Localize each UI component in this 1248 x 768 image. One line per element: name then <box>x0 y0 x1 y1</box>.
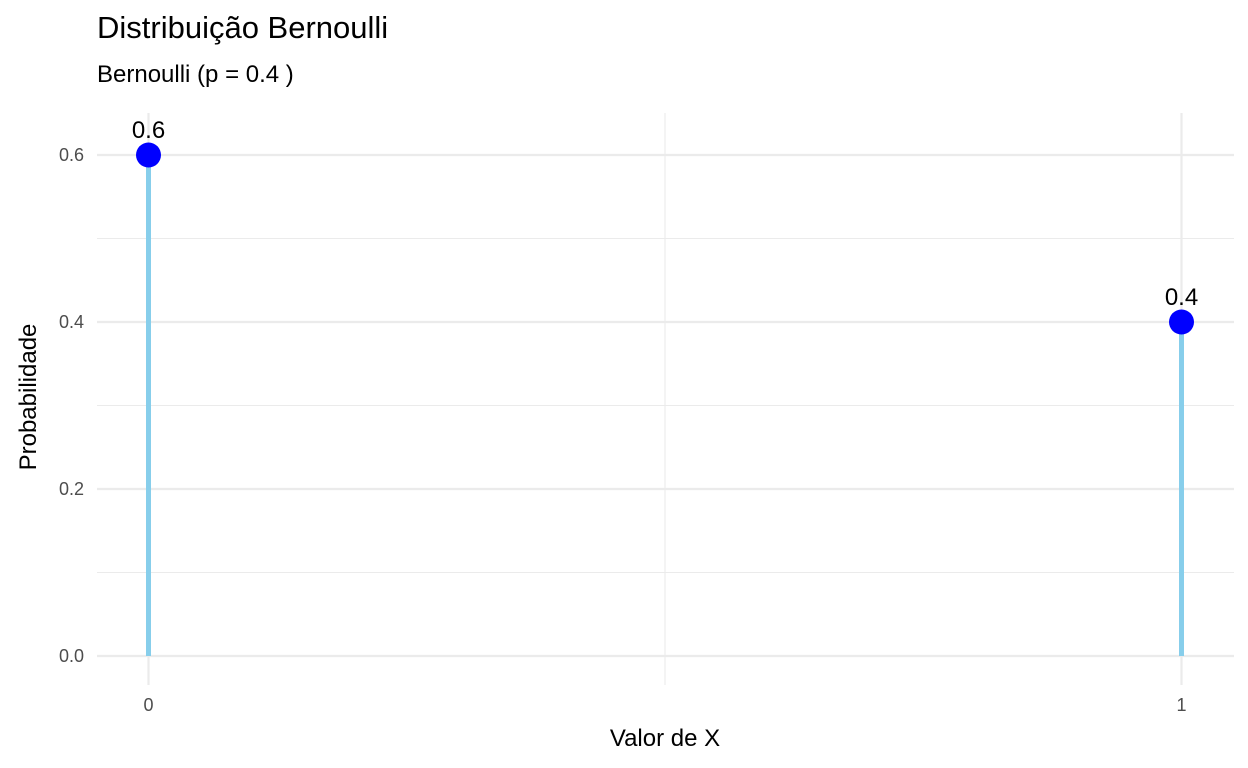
y-tick-label: 0.0 <box>59 646 84 666</box>
y-tick-label: 0.4 <box>59 312 84 332</box>
data-point <box>1169 309 1194 335</box>
grid <box>97 113 1234 685</box>
points <box>136 142 1194 335</box>
data-point <box>136 142 161 168</box>
y-tick-label: 0.6 <box>59 145 84 165</box>
stems <box>146 155 1184 656</box>
y-axis-title: Probabilidade <box>15 324 42 471</box>
chart-subtitle: Bernoulli (p = 0.4 ) <box>97 61 294 88</box>
x-tick-label: 0 <box>143 695 153 715</box>
tick-labels: 0.0 0.2 0.4 0.6 0 1 <box>59 145 1187 715</box>
data-labels: 0.6 0.4 <box>132 117 1198 311</box>
chart-title: Distribuição Bernoulli <box>97 10 389 45</box>
data-label: 0.4 <box>1165 284 1198 311</box>
x-axis-title: Valor de X <box>610 725 720 752</box>
y-tick-label: 0.2 <box>59 479 84 499</box>
data-label: 0.6 <box>132 117 165 144</box>
x-tick-label: 1 <box>1176 695 1186 715</box>
